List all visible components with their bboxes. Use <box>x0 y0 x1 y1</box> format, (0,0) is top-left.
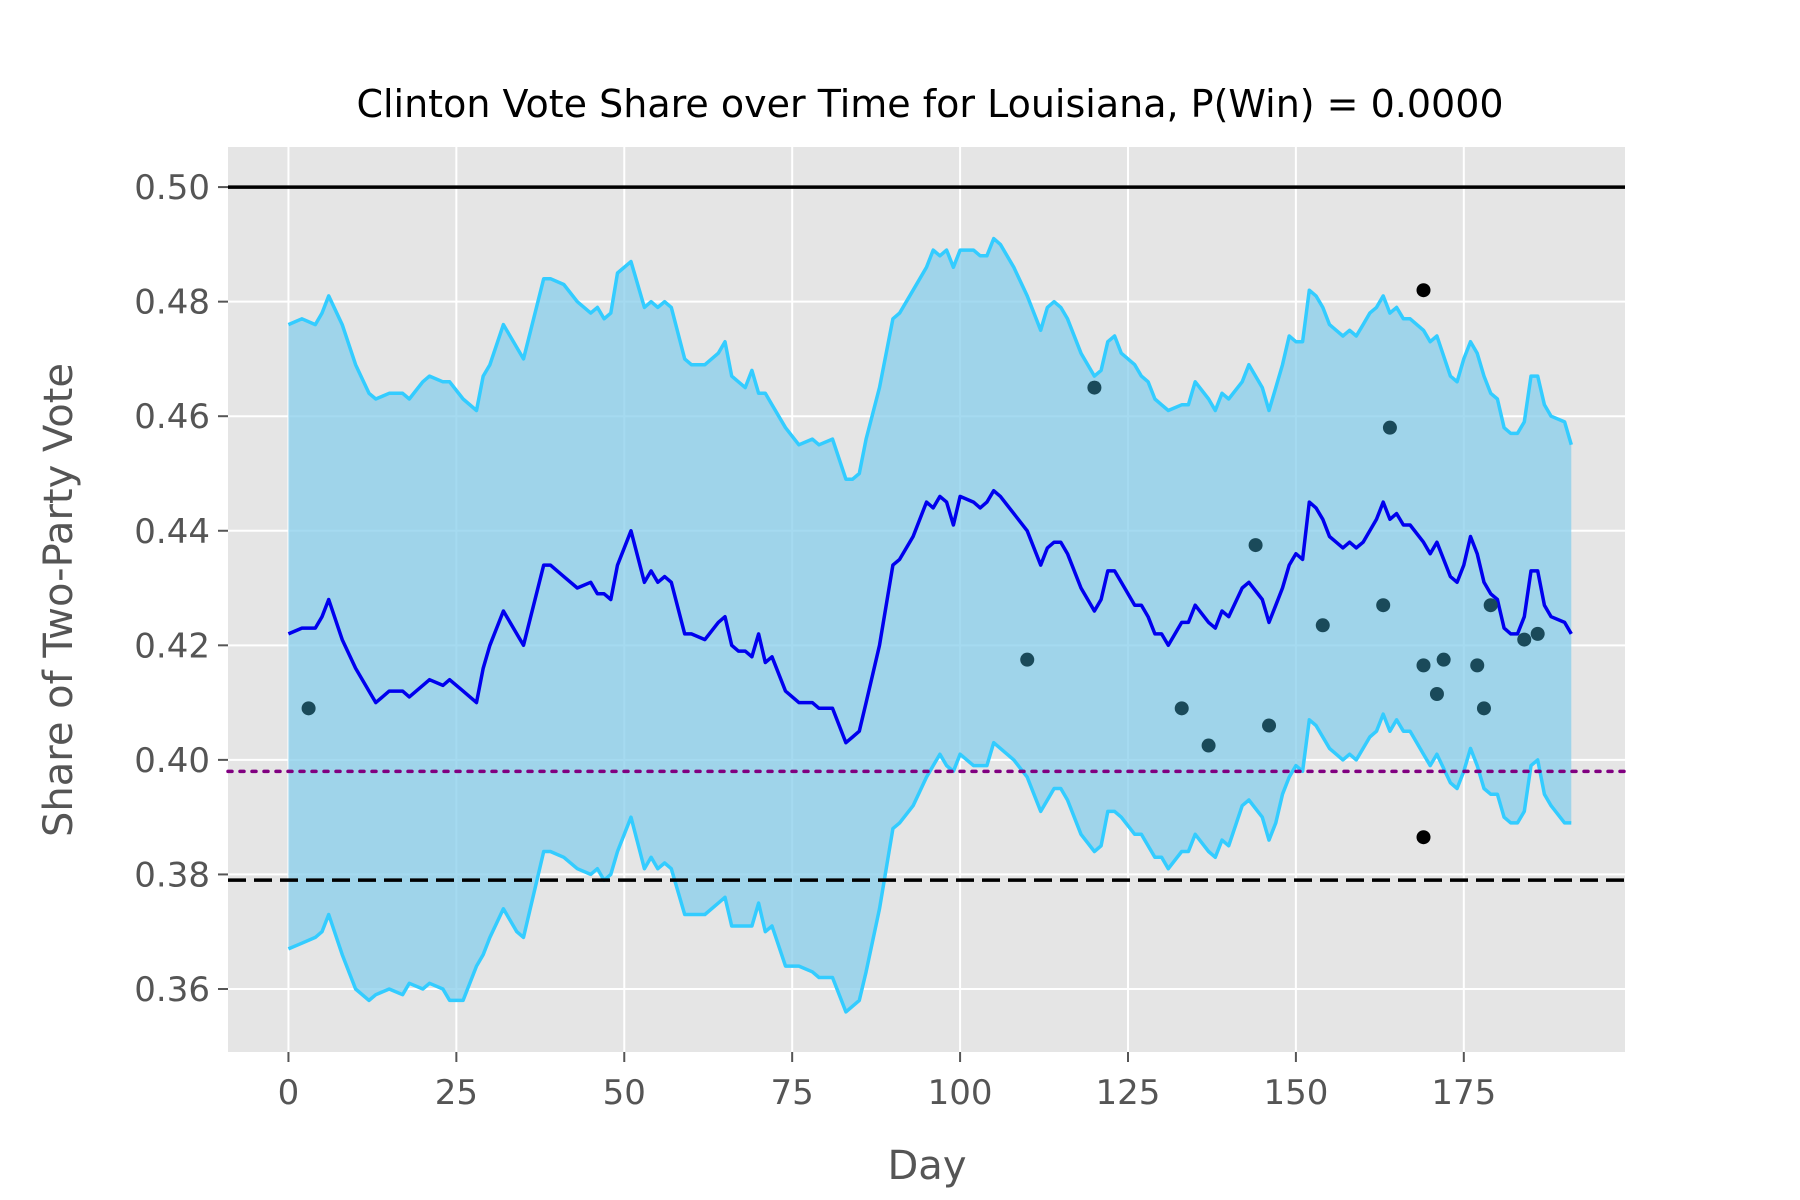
poll-point <box>1315 618 1330 633</box>
lower-band-line <box>287 712 1572 1014</box>
y-tick-label: 0.46 <box>134 397 210 437</box>
poll-point <box>1262 718 1277 733</box>
y-tick-label: 0.36 <box>134 970 210 1010</box>
y-tick-label: 0.42 <box>134 626 210 666</box>
poll-point <box>1530 626 1545 641</box>
poll-point <box>1248 538 1263 553</box>
poll-point <box>1201 738 1216 753</box>
x-axis-ticks: 0 25 50 75 100 125 150 175 <box>278 1052 1496 1113</box>
poll-point <box>301 701 316 716</box>
outlier-point <box>1416 830 1431 845</box>
poll-point <box>1429 687 1444 702</box>
x-tick-label: 100 <box>928 1073 993 1113</box>
y-tick-label: 0.50 <box>134 168 210 208</box>
poll-point <box>1470 658 1485 673</box>
poll-points <box>301 283 1545 845</box>
x-tick-label: 175 <box>1431 1073 1496 1113</box>
y-tick-label: 0.44 <box>134 512 210 552</box>
confidence-band <box>287 236 1573 1014</box>
poll-point <box>1382 420 1397 435</box>
poll-point <box>1376 598 1391 613</box>
poll-point <box>1020 652 1035 667</box>
y-tick-label: 0.40 <box>134 741 210 781</box>
x-tick-label: 75 <box>771 1073 814 1113</box>
y-axis-ticks: 0.36 0.38 0.40 0.42 0.44 0.46 0.48 0.50 <box>134 168 228 1010</box>
poll-point <box>1476 701 1491 716</box>
poll-point <box>1087 380 1102 395</box>
poll-point <box>1436 652 1451 667</box>
mean-line-group <box>287 488 1573 745</box>
upper-band-line <box>287 236 1573 481</box>
outlier-point <box>1416 283 1431 298</box>
y-tick-label: 0.48 <box>134 283 210 323</box>
x-tick-label: 50 <box>603 1073 646 1113</box>
y-tick-label: 0.38 <box>134 855 210 895</box>
band-fill <box>288 238 1572 1012</box>
poll-point <box>1517 632 1532 647</box>
x-tick-label: 125 <box>1096 1073 1161 1113</box>
x-tick-label: 150 <box>1263 1073 1328 1113</box>
mean-line <box>287 488 1573 745</box>
poll-point <box>1416 658 1431 673</box>
x-axis-title: Day <box>888 1143 967 1189</box>
poll-point <box>1483 598 1498 613</box>
y-axis-title: Share of Two-Party Vote <box>36 363 82 837</box>
poll-point <box>1174 701 1189 716</box>
reference-lines <box>226 185 1627 882</box>
chart-title: Clinton Vote Share over Time for Louisia… <box>356 82 1503 126</box>
x-tick-label: 0 <box>278 1073 300 1113</box>
x-tick-label: 25 <box>435 1073 478 1113</box>
